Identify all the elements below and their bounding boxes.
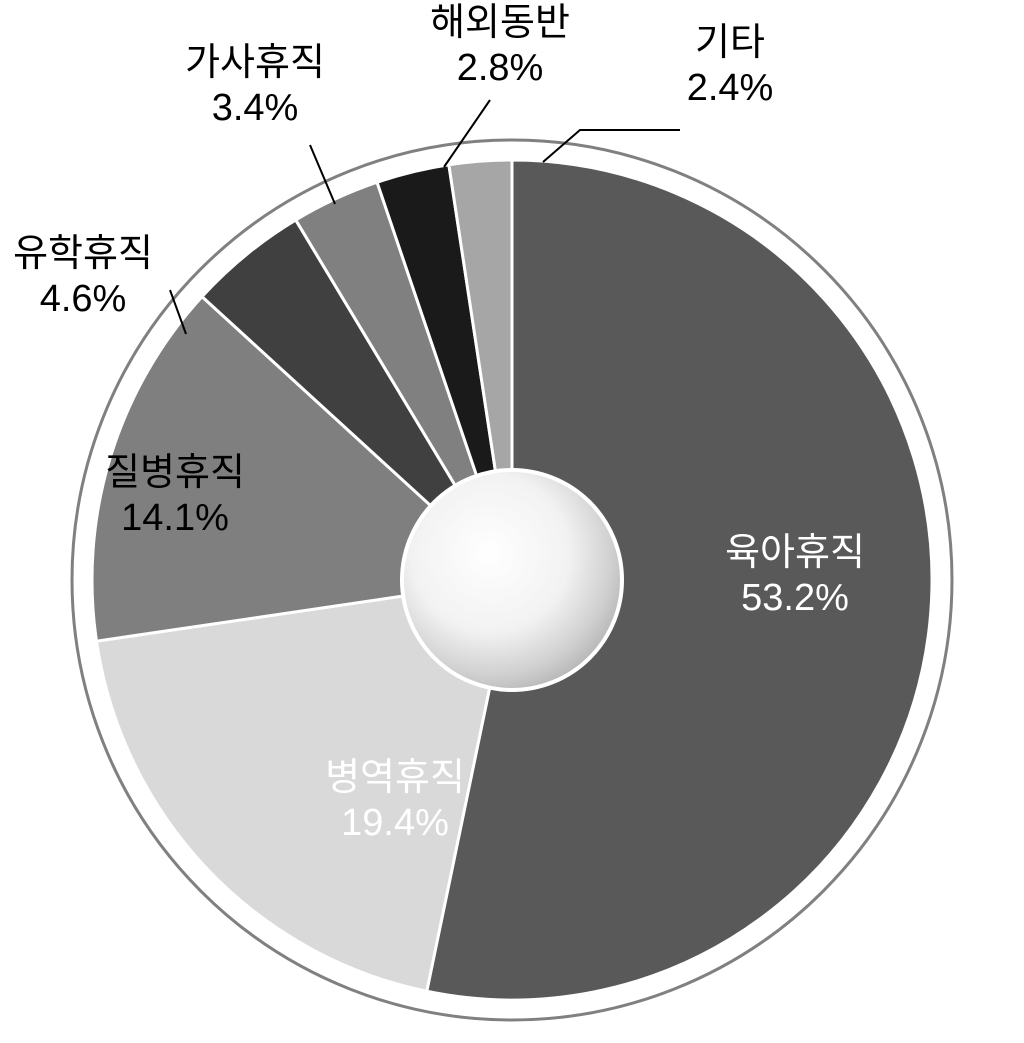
slice-label-name-6: 기타: [695, 22, 765, 64]
donut-hole: [402, 470, 622, 690]
leader-line: [310, 145, 335, 204]
leader-line: [444, 100, 490, 167]
slice-label-pct-4: 3.4%: [212, 87, 299, 129]
slice-label-pct-3: 4.6%: [40, 278, 127, 320]
slice-label-name-0: 육아휴직: [725, 532, 865, 574]
slice-label-name-3: 유학휴직: [13, 233, 153, 275]
slice-label-name-5: 해외동반: [430, 2, 570, 44]
slice-label-pct-6: 2.4%: [687, 67, 774, 109]
slice-label-pct-2: 14.1%: [121, 497, 229, 539]
leader-line: [543, 130, 680, 162]
slice-label-pct-1: 19.4%: [341, 802, 449, 844]
slice-label-name-4: 가사휴직: [185, 42, 325, 84]
donut-chart: 육아휴직 53.2% 병역휴직 19.4% 질병휴직 14.1% 유학휴직 4.…: [0, 0, 1024, 1043]
slice-label-name-2: 질병휴직: [105, 452, 245, 494]
slice-label-pct-5: 2.8%: [457, 47, 544, 89]
slice-label-pct-0: 53.2%: [741, 577, 849, 619]
slice-label-name-1: 병역휴직: [325, 757, 465, 799]
